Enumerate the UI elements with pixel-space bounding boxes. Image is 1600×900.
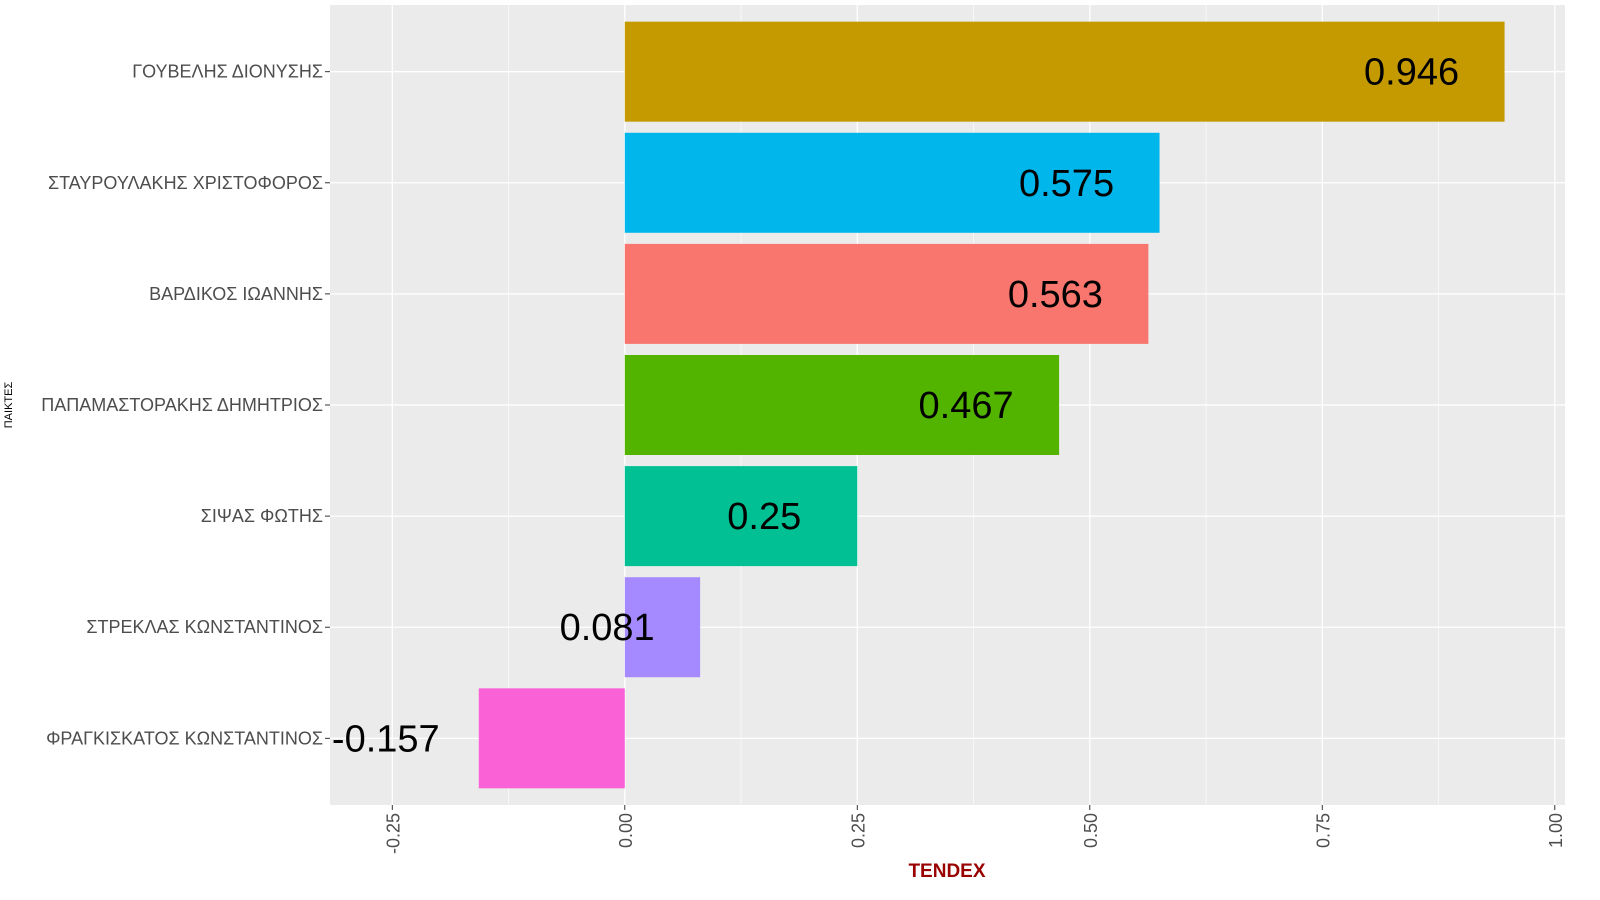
data-label: 0.563 <box>1008 274 1103 316</box>
y-tick-label: ΣΤΡΕΚΛΑΣ ΚΩΝΣΤΑΝΤΙΝΟΣ <box>86 617 323 637</box>
data-label: 0.946 <box>1364 52 1459 94</box>
y-tick-label: ΓΟΥΒΕΛΗΣ ΔΙΟΝΥΣΗΣ <box>132 62 323 82</box>
x-axis: -0.25 0.00 0.25 0.50 0.75 1.00 <box>383 805 1566 854</box>
y-axis-title: ΠΑΙΚΤΕΣ <box>3 382 15 429</box>
bar <box>624 21 1505 122</box>
data-label: 0.081 <box>560 607 655 649</box>
y-axis: ΓΟΥΒΕΛΗΣ ΔΙΟΝΥΣΗΣ ΣΤΑΥΡΟΥΛΑΚΗΣ ΧΡΙΣΤΟΦΟΡΟ… <box>41 62 330 748</box>
bar <box>624 577 701 678</box>
data-labels: 0.946 0.575 0.563 0.467 0.25 0.081 -0.157 <box>332 52 1459 761</box>
x-tick-label: -0.25 <box>383 813 403 854</box>
data-label: 0.575 <box>1019 163 1114 205</box>
y-tick-label: ΦΡΑΓΚΙΣΚΑΤΟΣ ΚΩΝΣΤΑΝΤΙΝΟΣ <box>46 728 323 748</box>
x-tick-label: 0.75 <box>1313 813 1333 848</box>
bar <box>624 466 858 567</box>
y-tick-label: ΣΤΑΥΡΟΥΛΑΚΗΣ ΧΡΙΣΤΟΦΟΡΟΣ <box>48 173 323 193</box>
x-tick-label: 0.00 <box>616 813 636 848</box>
bar <box>624 243 1149 344</box>
bar <box>478 688 625 789</box>
bar <box>624 132 1160 233</box>
data-label: 0.467 <box>919 385 1014 427</box>
bar <box>624 355 1060 455</box>
bars <box>478 21 1505 789</box>
x-tick-label: 1.00 <box>1546 813 1566 848</box>
y-tick-label: ΒΑΡΔΙΚΟΣ ΙΩΑΝΝΗΣ <box>149 284 323 304</box>
x-tick-label: 0.50 <box>1081 813 1101 848</box>
y-tick-label: ΠΑΠΑΜΑΣΤΟΡΑΚΗΣ ΔΗΜΗΤΡΙΟΣ <box>41 395 323 415</box>
x-axis-title: TENDEX <box>908 861 985 882</box>
data-label: 0.25 <box>727 496 801 538</box>
data-label: -0.157 <box>332 718 440 760</box>
x-tick-label: 0.25 <box>848 813 868 848</box>
y-tick-label: ΣΙΨΑΣ ΦΩΤΗΣ <box>201 506 323 526</box>
